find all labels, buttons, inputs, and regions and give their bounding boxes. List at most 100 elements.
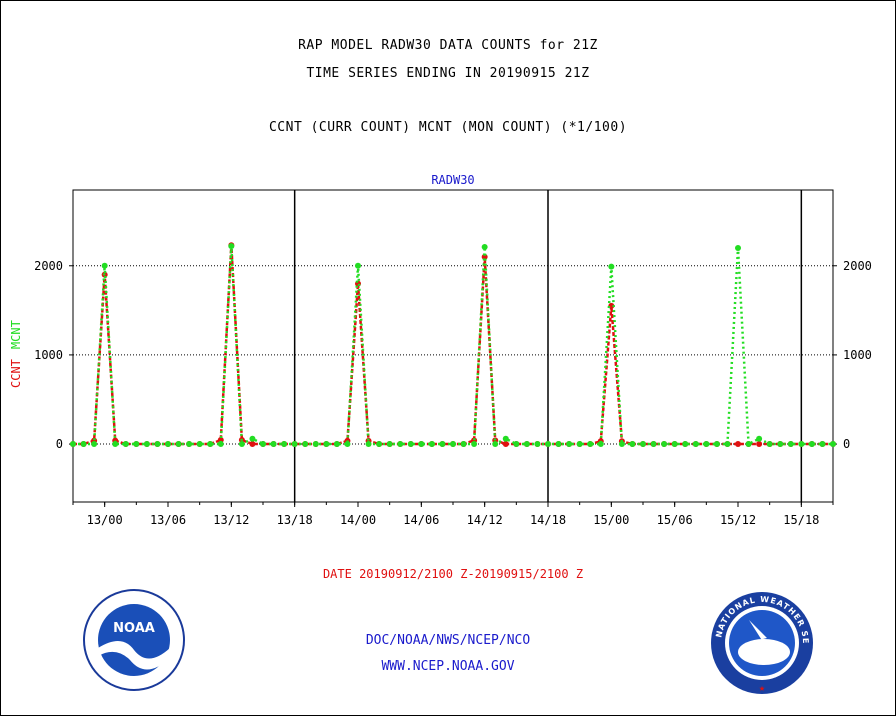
xtick-label-15-12: 15/12 [720,513,756,527]
mcnt-series-point [418,441,425,448]
mcnt-series-point [492,441,499,448]
mcnt-series-point [703,441,710,448]
panel-title: RADW30 [431,173,474,187]
mcnt-series-point [397,441,404,448]
chart-title-line1: RAP MODEL RADW30 DATA COUNTS for 21Z [298,38,598,53]
y-axis-label-ccnt: CCNT [9,359,23,388]
mcnt-series-point [260,441,266,448]
mcnt-series-point [196,441,203,448]
mcnt-series-point [238,441,245,448]
mcnt-series-point [650,441,657,448]
mcnt-series-point [228,243,235,250]
mcnt-series-point [217,441,224,448]
mcnt-series-point [122,441,129,448]
mcnt-series-point [534,441,541,448]
mcnt-series-point [291,441,298,448]
mcnt-series-point [376,441,383,448]
mcnt-series-point [576,441,583,448]
mcnt-series-point [355,262,361,269]
mcnt-series-point [175,441,182,448]
ytick-right-2000: 2000 [843,259,872,273]
mcnt-series-point [249,435,256,442]
mcnt-series-point [597,441,604,448]
mcnt-series-point [481,244,488,251]
mcnt-series-point [428,441,435,448]
xtick-label-15-18: 15/18 [783,513,819,527]
mcnt-series-point [207,441,214,448]
plot-border [72,189,834,503]
mcnt-series-point [133,441,140,448]
ccnt-series-point [735,441,741,448]
mcnt-series-point [386,441,393,448]
y-axis-label: CCNT MCNT [9,320,23,388]
ccnt-series-line [73,245,833,446]
mcnt-series-point [523,441,530,448]
mcnt-series-point [830,441,836,448]
xtick-label-13-12: 13/12 [213,513,249,527]
mcnt-series-point [312,441,319,448]
ytick-right-0: 0 [843,437,850,451]
xtick-label-15-00: 15/00 [593,513,629,527]
mcnt-series-point [671,441,678,448]
mcnt-series-point [608,263,615,270]
ytick-left-1000: 1000 [34,348,63,362]
mcnt-series-point [798,441,805,448]
mcnt-series-point [143,441,150,448]
ccnt-series-point [502,441,509,448]
mcnt-series-point [165,441,171,448]
noaa-logo-text: NOAA [113,621,155,636]
mcnt-series-point [777,441,784,448]
mcnt-series-point [640,441,646,448]
mcnt-series-point [270,441,277,448]
xtick-label-13-00: 13/00 [87,513,123,527]
noaa-logo: NOAA [83,589,185,691]
mcnt-series-point [587,441,594,448]
mcnt-series-point [808,441,815,448]
ytick-right-1000: 1000 [843,348,872,362]
mcnt-series-point [787,441,794,448]
ytick-left-0: 0 [56,437,63,451]
star-icon: ★ [759,683,765,694]
mcnt-series-point [692,441,699,448]
x-axis-label: DATE 20190912/2100 Z-20190915/2100 Z [323,567,583,581]
xtick-label-13-06: 13/06 [150,513,186,527]
mcnt-series-point [344,441,351,448]
mcnt-series-point [70,441,76,448]
mcnt-series-point [302,441,309,448]
xtick-label-14-18: 14/18 [530,513,566,527]
ccnt-series-point [756,441,763,448]
mcnt-series-point [745,441,752,448]
mcnt-series-point [450,441,456,448]
mcnt-series-point [281,441,288,448]
mcnt-series-point [513,441,520,448]
mcnt-series-point [555,441,562,448]
mcnt-series-point [629,441,636,448]
mcnt-series-point [101,262,108,269]
mcnt-series-point [735,244,741,251]
footer-url-line[interactable]: WWW.NCEP.NOAA.GOV [381,659,515,674]
chart-subtitle: CCNT (CURR COUNT) MCNT (MON COUNT) (*1/1… [268,120,628,135]
mcnt-series-point [545,441,551,448]
footer-org-line[interactable]: DOC/NOAA/NWS/NCEP/NCO [365,633,531,648]
xtick-label-14-06: 14/06 [403,513,439,527]
mcnt-series-point [756,435,763,442]
mcnt-series-point [502,435,509,442]
chart-title-line2: TIME SERIES ENDING IN 20190915 21Z [306,66,590,81]
ytick-left-2000: 2000 [34,259,63,273]
mcnt-series-point [323,441,330,448]
mcnt-series-point [80,441,87,448]
mcnt-series-point [112,441,119,448]
mcnt-series-point [365,441,372,448]
mcnt-series-point [724,441,731,448]
nws-logo: ★ NATIONAL WEATHER SERVICE [709,590,813,694]
mcnt-series-point [471,441,478,448]
mcnt-series-point [661,441,668,448]
y-axis-label-mcnt: MCNT [9,320,23,349]
mcnt-series-point [154,441,161,448]
xtick-label-14-00: 14/00 [340,513,376,527]
xtick-label-13-18: 13/18 [277,513,313,527]
mcnt-series-point [460,441,467,448]
mcnt-series-point [618,441,625,448]
xtick-label-14-12: 14/12 [467,513,503,527]
